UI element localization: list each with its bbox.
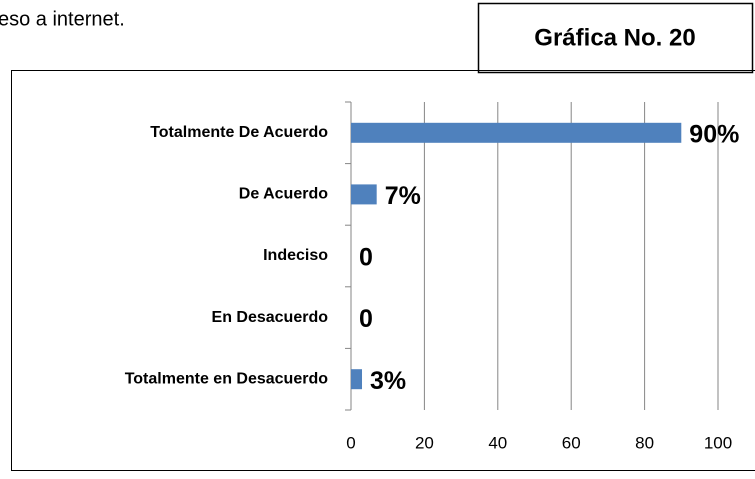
category-label: Indeciso <box>263 247 328 264</box>
x-tick-label: 80 <box>635 433 654 452</box>
chart-label: Gráfica No. 20 <box>534 24 695 51</box>
bar <box>351 369 362 389</box>
category-label: En Desacuerdo <box>212 309 329 326</box>
x-tick-label: 20 <box>415 433 434 452</box>
x-tick-label: 0 <box>346 433 355 452</box>
value-label: 90% <box>689 120 739 148</box>
value-label: 7% <box>385 182 421 210</box>
bar <box>351 123 681 143</box>
category-label: Totalmente en Desacuerdo <box>125 370 329 387</box>
category-label: De Acuerdo <box>239 186 328 203</box>
bar <box>351 184 377 204</box>
value-label: 0 <box>359 244 373 272</box>
x-tick-label: 100 <box>704 433 732 452</box>
category-label: Totalmente De Acuerdo <box>150 124 328 141</box>
value-label: 3% <box>370 367 406 395</box>
caption: eso a internet. <box>0 8 125 30</box>
x-tick-label: 40 <box>488 433 507 452</box>
x-tick-label: 60 <box>562 433 581 452</box>
value-label: 0 <box>359 305 373 333</box>
